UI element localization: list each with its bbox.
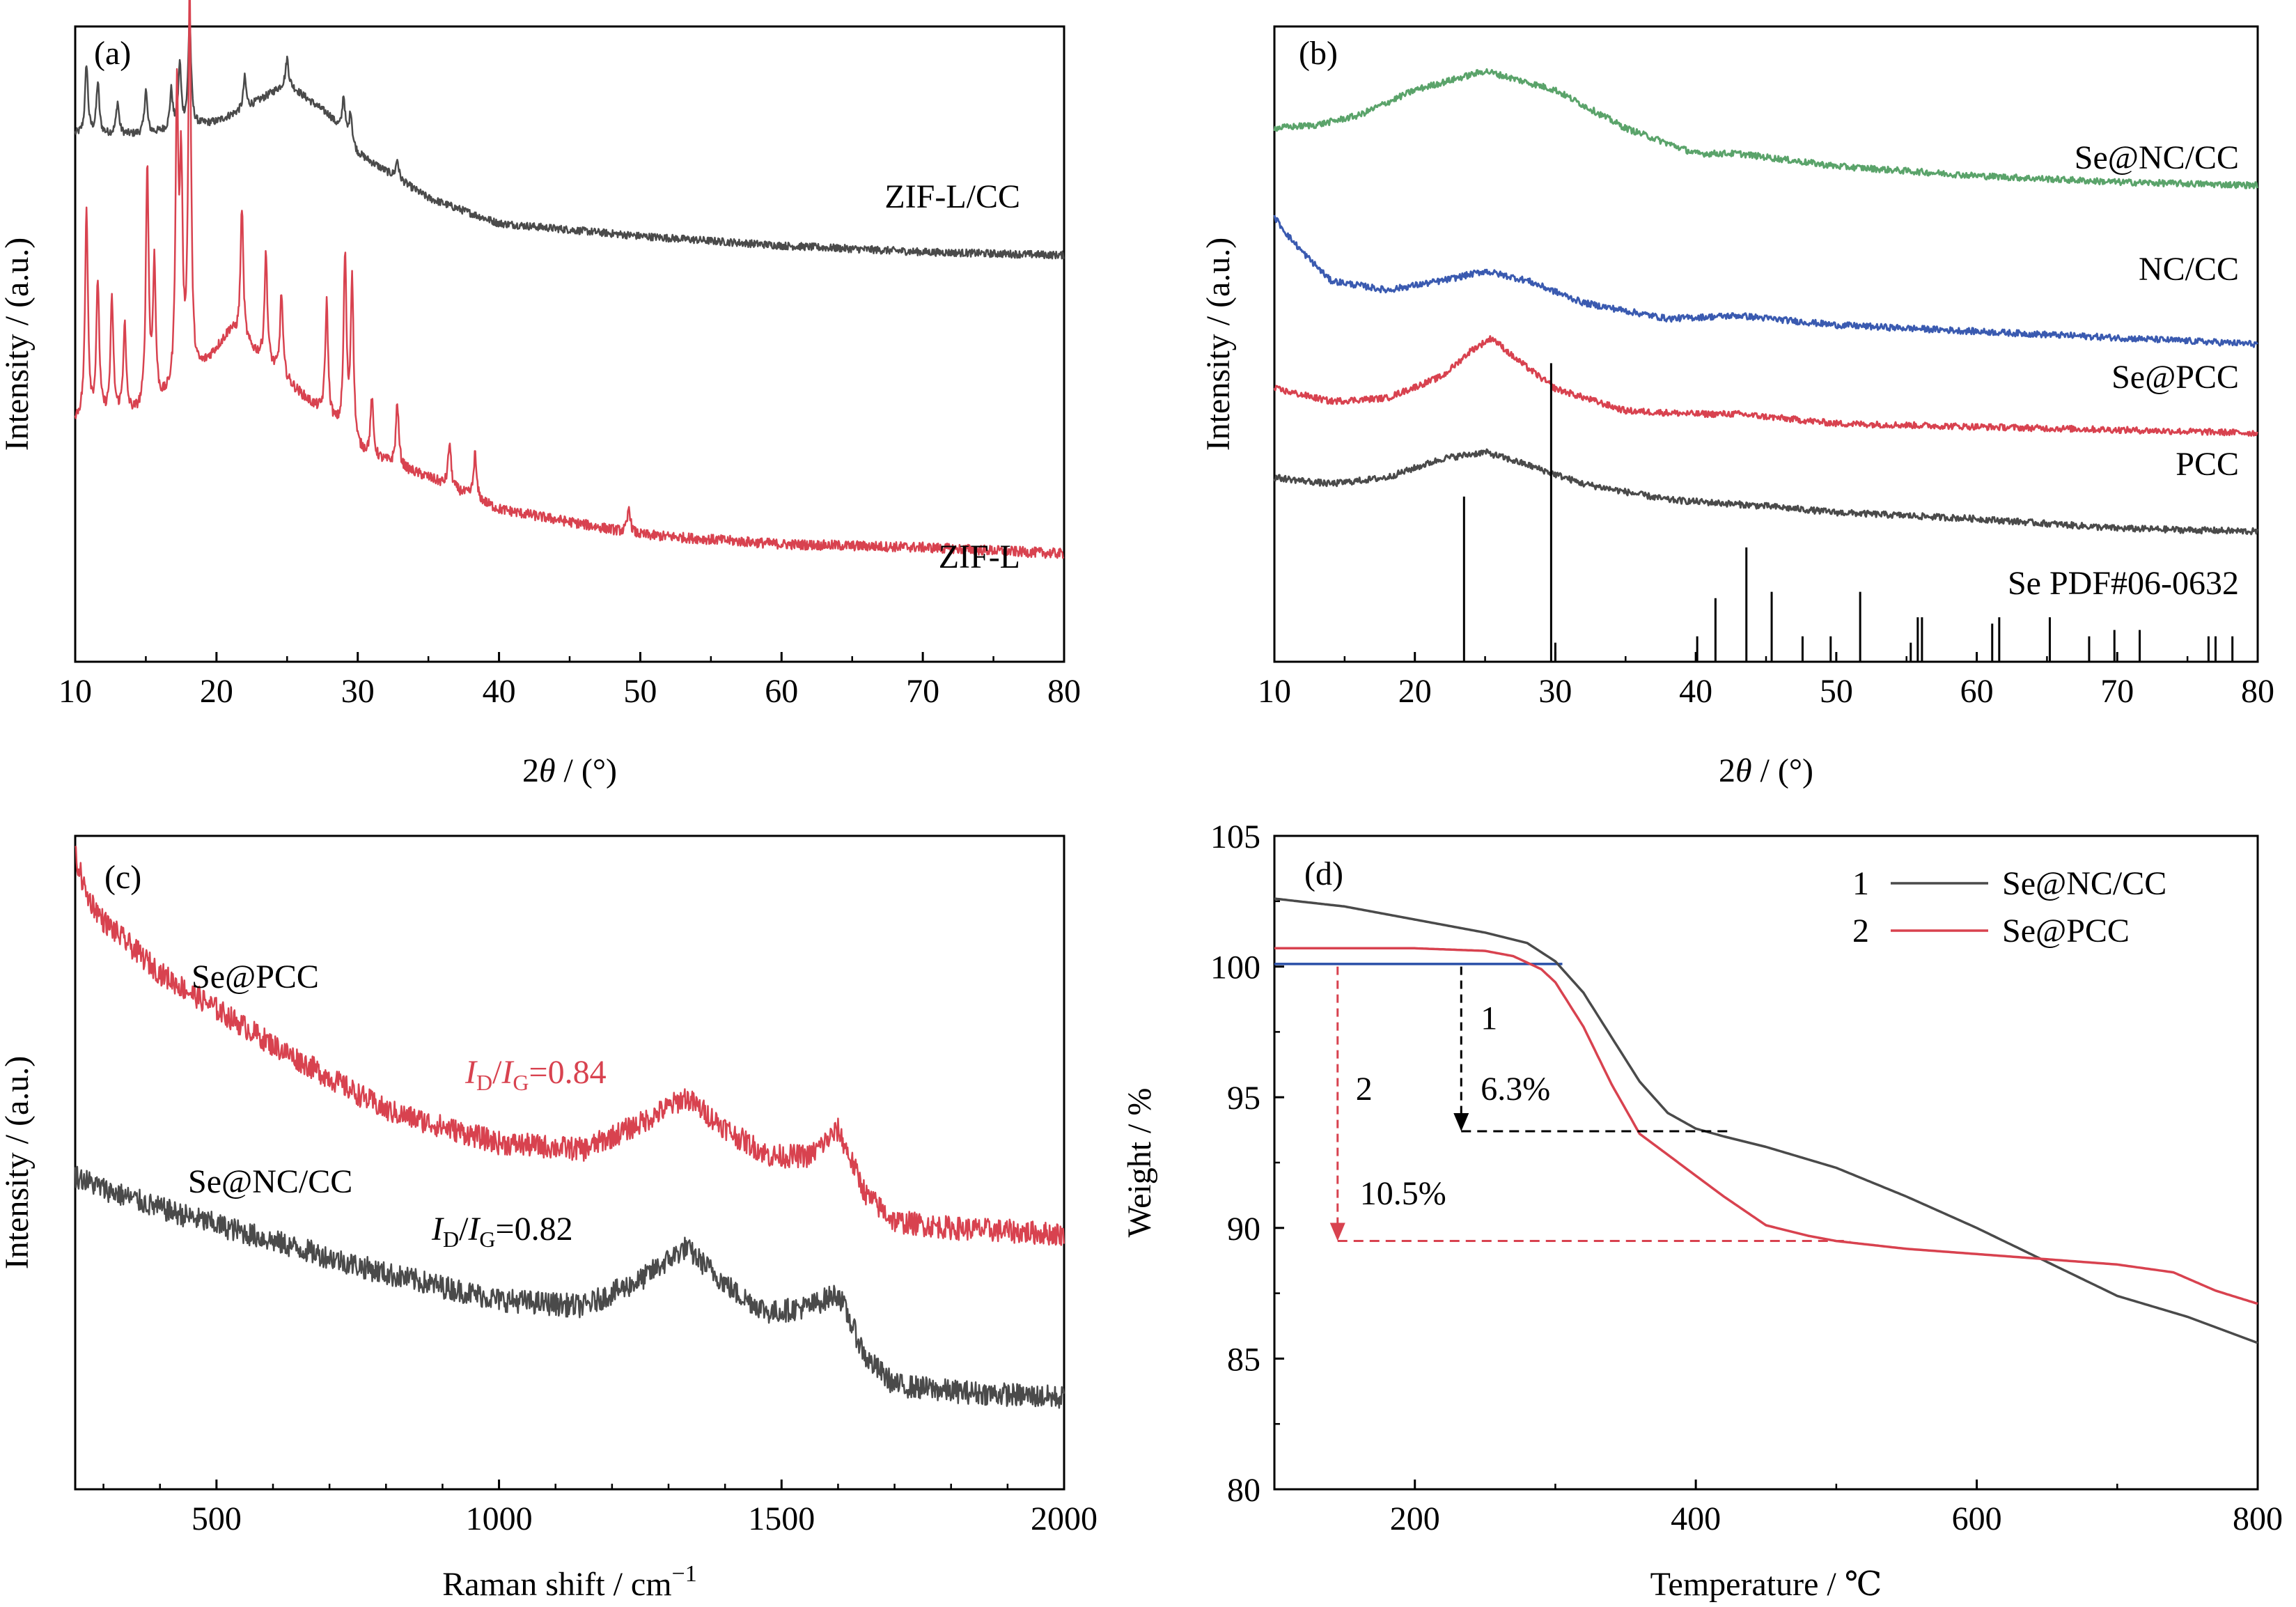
x-tick-label: 30: [341, 673, 375, 710]
weight-loss-curve-label-2: 2: [1356, 1071, 1373, 1108]
plot-frame: [74, 25, 1065, 663]
legend: 1 Se@NC/CC 2 Se@PCC: [1852, 865, 2166, 949]
series-label-se-nc-cc: Se@NC/CC: [188, 1163, 352, 1200]
series-line-zif-l-cc: [74, 18, 1065, 260]
series-label-se-nc-cc: Se@NC/CC: [2075, 139, 2239, 176]
y-tick-label: 95: [1227, 1080, 1260, 1117]
x-tick-label: 50: [623, 673, 657, 710]
plot-frame: [74, 834, 1065, 1491]
series-label-pcc: PCC: [2176, 446, 2239, 483]
series-line-se-pcc: [1273, 335, 2258, 437]
series-line-nc-cc: [1273, 215, 2258, 348]
x-tick-label: 40: [483, 673, 516, 710]
weight-loss-value-2: 10.5%: [1360, 1175, 1446, 1212]
panel-c: 500 1000 1500 2000 Raman shift / cm−1 Intensi…: [0, 834, 1098, 1603]
y-axis-label: Intensity / (a.u.): [1200, 238, 1237, 451]
x-tick-label: 400: [1671, 1500, 1721, 1537]
x-tick-label: 10: [1258, 673, 1291, 710]
x-axis-label: 2θ / (°): [1719, 752, 1813, 789]
ratio-label-se-nc-cc: ID/IG=0.82: [431, 1211, 573, 1252]
series-line-pcc: [1273, 448, 2258, 536]
x-tick-label: 1500: [748, 1500, 815, 1537]
panel-label: (c): [104, 859, 141, 896]
panel-label: (d): [1304, 855, 1343, 892]
x-axis-label: Temperature / ℃: [1650, 1566, 1882, 1603]
weight-loss-curve-label-1: 1: [1481, 1000, 1497, 1037]
ratio-label-se-pcc: ID/IG=0.84: [464, 1054, 607, 1095]
weight-loss-value-1: 6.3%: [1481, 1071, 1550, 1108]
y-tick-label: 90: [1227, 1211, 1260, 1248]
x-tick-label: 70: [2100, 673, 2134, 710]
legend-number-2: 2: [1852, 913, 1869, 949]
series-label-zif-l: ZIF-L: [939, 538, 1020, 575]
series-label-se-pcc: Se@PCC: [192, 958, 319, 995]
x-tick-label: 60: [1960, 673, 1994, 710]
x-tick-label: 600: [1952, 1500, 2002, 1537]
x-tick-label: 800: [2233, 1500, 2283, 1537]
legend-number-1: 1: [1852, 865, 1869, 902]
y-axis-label: Intensity / (a.u.): [0, 238, 36, 451]
x-tick-label: 50: [1820, 673, 1853, 710]
x-tick-label: 40: [1679, 673, 1712, 710]
series-label-zif-l-cc: ZIF-L/CC: [884, 178, 1020, 215]
series-line-se-pcc: [75, 846, 1065, 1246]
series-label-nc-cc: NC/CC: [2139, 251, 2239, 288]
series-line-se-nc-cc: [1274, 897, 2258, 1344]
x-tick-label: 1000: [466, 1500, 533, 1537]
x-tick-label: 10: [58, 673, 92, 710]
panel-b: 10 20 30 40 50 60 70 80 2θ / (°) Intensity / (a.u…: [1200, 25, 2274, 789]
reference-label: Se PDF#06-0632: [2008, 565, 2239, 602]
series-line-se-nc-cc: [1273, 68, 2258, 189]
x-tick-label: 80: [2241, 673, 2274, 710]
x-tick-label: 200: [1390, 1500, 1440, 1537]
panel-a: 10 20 30 40 50 60 70 80 2θ / (°) Intensity / (a.u…: [0, 0, 1081, 789]
x-axis-label: Raman shift / cm−1: [442, 1561, 696, 1603]
panel-d: 200 400 600 800 80 85 90 95 100 105 Temperature / …: [1121, 818, 2283, 1603]
y-tick-label: 100: [1210, 949, 1260, 986]
y-tick-label: 85: [1227, 1341, 1260, 1378]
arrow-head-2: [1329, 1222, 1345, 1241]
x-tick-label: 2000: [1031, 1500, 1098, 1537]
series-label-se-pcc: Se@PCC: [2111, 359, 2239, 396]
x-tick-label: 20: [1398, 673, 1432, 710]
x-tick-label: 20: [200, 673, 233, 710]
arrow-head-1: [1453, 1112, 1469, 1131]
x-tick-label: 30: [1538, 673, 1572, 710]
y-tick-label: 80: [1227, 1472, 1260, 1509]
y-axis-label: Intensity / (a.u.): [0, 1056, 36, 1270]
series-line-se-pcc: [1274, 947, 2258, 1305]
legend-label-1: Se@NC/CC: [2002, 865, 2166, 902]
panel-label: (b): [1299, 35, 1338, 72]
y-tick-label: 105: [1210, 818, 1260, 855]
x-axis-label: 2θ / (°): [522, 752, 617, 789]
series-line-se-nc-cc: [74, 1165, 1065, 1409]
y-axis-label: Weight / %: [1121, 1088, 1158, 1238]
x-tick-label: 80: [1047, 673, 1081, 710]
x-tick-label: 500: [192, 1500, 242, 1537]
x-tick-label: 60: [765, 673, 798, 710]
legend-label-2: Se@PCC: [2002, 913, 2130, 949]
x-tick-label: 70: [906, 673, 939, 710]
panel-label: (a): [94, 35, 131, 72]
series-line-zif-l: [74, 0, 1065, 559]
